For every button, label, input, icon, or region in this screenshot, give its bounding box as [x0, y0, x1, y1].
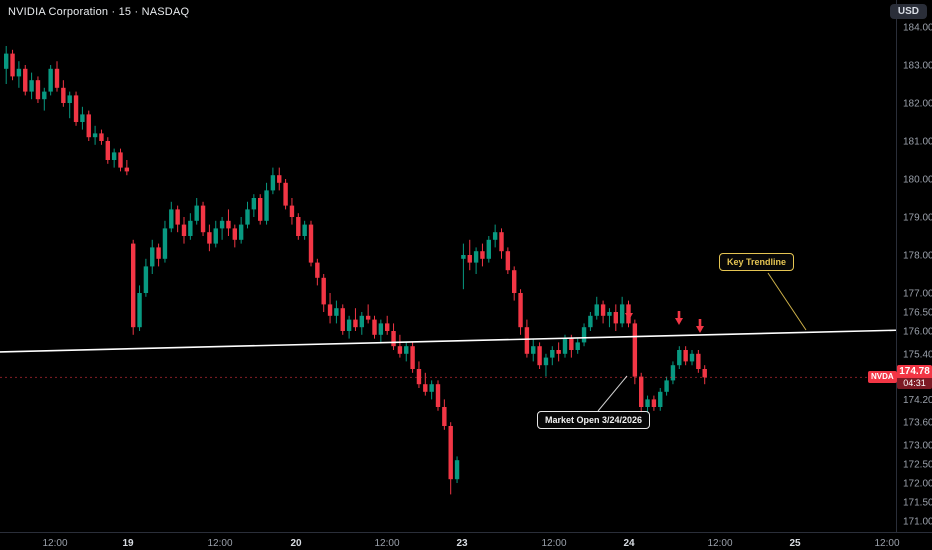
svg-text:12:00: 12:00	[207, 538, 232, 549]
down-arrow-icon	[625, 313, 633, 320]
svg-text:174.20: 174.20	[903, 395, 932, 406]
svg-text:20: 20	[290, 538, 302, 549]
current-price-value: 174.78	[897, 365, 932, 379]
price-line-symbol-badge: NVDA	[868, 371, 897, 384]
svg-text:177.00: 177.00	[903, 289, 932, 300]
price-axis-labels[interactable]: 184.00 183.00 182.00 181.00 180.00 179.00 178.…	[903, 23, 932, 528]
svg-text:182.00: 182.00	[903, 99, 932, 110]
svg-text:12:00: 12:00	[541, 538, 566, 549]
svg-text:173.60: 173.60	[903, 418, 932, 429]
key-trendline[interactable]	[0, 329, 897, 353]
svg-text:176.50: 176.50	[903, 308, 932, 319]
svg-text:172.50: 172.50	[903, 460, 932, 471]
symbol-legend[interactable]: NVIDIA Corporation · 15 · NASDAQ	[8, 6, 190, 18]
bar-countdown: 04:31	[897, 378, 932, 390]
svg-text:12:00: 12:00	[42, 538, 67, 549]
time-axis-labels[interactable]: 12:00 19 12:00 20 12:00 23 12:00 24 12:00 25 12:00	[42, 538, 899, 549]
svg-text:25: 25	[789, 538, 801, 549]
svg-text:183.00: 183.00	[903, 61, 932, 72]
market-open-annotation[interactable]: Market Open 3/24/2026	[537, 411, 651, 429]
sell-arrow-annotations[interactable]	[625, 306, 704, 333]
svg-text:173.00: 173.00	[903, 441, 932, 452]
svg-text:172.00: 172.00	[903, 479, 932, 490]
svg-text:178.00: 178.00	[903, 251, 932, 262]
down-arrow-icon	[675, 318, 683, 325]
market-open-pointer-line	[597, 375, 628, 412]
svg-text:12:00: 12:00	[374, 538, 399, 549]
svg-text:19: 19	[122, 538, 134, 549]
svg-text:171.00: 171.00	[903, 517, 932, 528]
down-arrow-icon	[696, 326, 704, 333]
svg-text:181.00: 181.00	[903, 137, 932, 148]
svg-text:12:00: 12:00	[874, 538, 899, 549]
key-trendline-pointer-line	[767, 272, 807, 331]
candles	[4, 46, 707, 495]
svg-text:23: 23	[456, 538, 468, 549]
svg-text:184.00: 184.00	[903, 23, 932, 34]
svg-text:179.00: 179.00	[903, 213, 932, 224]
svg-text:24: 24	[623, 538, 635, 549]
svg-text:171.50: 171.50	[903, 498, 932, 509]
svg-text:12:00: 12:00	[707, 538, 732, 549]
current-price-tag[interactable]: 174.78 04:31	[897, 365, 932, 390]
svg-text:176.00: 176.00	[903, 327, 932, 338]
svg-text:180.00: 180.00	[903, 175, 932, 186]
svg-text:175.40: 175.40	[903, 349, 932, 360]
currency-button[interactable]: USD	[889, 4, 927, 19]
key-trendline-annotation[interactable]: Key Trendline	[719, 253, 795, 271]
